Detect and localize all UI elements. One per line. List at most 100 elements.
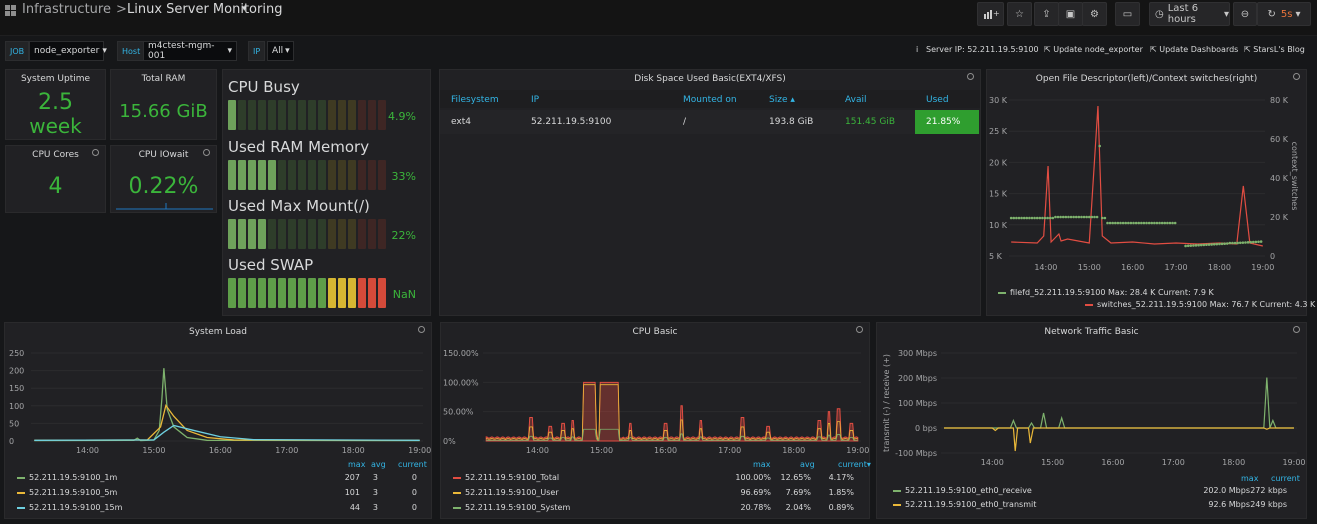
external-link-icon: ⇱ [1044,45,1054,54]
fd-x-tick: 17:00 [1165,263,1188,272]
fd-legend-filefd[interactable]: filefd_52.211.19.5:9100 Max: 28.4 K Curr… [998,288,1214,297]
legend-series[interactable]: 52.211.19.5:9100_System [453,503,570,512]
settings-button[interactable]: ⚙ [1082,2,1107,26]
col-filesystem[interactable]: Filesystem [451,95,499,105]
var-job-select[interactable]: node_exporter ▾ [29,41,107,61]
filefd-point [1041,216,1044,220]
col-used[interactable]: Used [926,95,949,105]
filefd-point [1072,215,1075,219]
gear-icon[interactable] [203,149,210,156]
gauge-cell [318,100,326,130]
legend-header[interactable]: current [398,460,427,469]
view-mode-button[interactable]: ▭ [1115,2,1140,26]
gauge-cell [278,160,286,190]
time-range-picker[interactable]: ◷ Last 6 hours ▾ [1149,2,1230,26]
breadcrumb-folder[interactable]: Infrastructure [22,2,111,17]
gear-icon[interactable] [856,326,863,333]
gauge-cell [348,160,356,190]
gear-icon[interactable] [418,326,425,333]
legend-series[interactable]: 52.211.19.5:9100_eth0_transmit [893,500,1036,509]
dashboard-title[interactable]: Linux Server Monitoring [127,2,283,17]
gauge-cell [258,219,266,249]
net-y-axis-label: transmit (-) / receive (+) [882,354,891,452]
cpu-total-series [485,381,859,442]
net-x-tick: 16:00 [1101,458,1124,467]
cpu-x-tick: 19:00 [846,446,869,455]
legend-series-name: 52.211.19.5:9100_Total [465,473,560,482]
col-size[interactable]: Size ▴ [769,95,795,105]
col-mounted-on[interactable]: Mounted on [683,95,737,105]
blog-link[interactable]: ⇱ StarsL's Blog [1244,45,1305,54]
filefd-point [1202,243,1206,247]
legend-header[interactable]: avg [800,460,815,469]
net-x-tick: 17:00 [1162,458,1185,467]
gauge-value: 4.9% [388,110,416,123]
update-exporter-link[interactable]: ⇱ Update node_exporter [1044,45,1143,54]
dashboard-caret-icon[interactable]: ▾ [242,4,247,14]
legend-header[interactable]: current▾ [838,460,871,469]
gauge-cell [368,278,376,308]
filefd-point [1132,221,1135,225]
load-1m-line [34,368,420,442]
net-x-tick: 14:00 [981,458,1004,467]
star-button[interactable]: ☆ [1007,2,1032,26]
fd-y2-tick: 60 K [1270,135,1289,144]
update-exporter-label: Update node_exporter [1053,45,1143,54]
apps-grid-icon[interactable] [5,5,16,16]
legend-header[interactable]: max [348,460,366,469]
gear-icon[interactable] [1293,73,1300,80]
legend-series[interactable]: 52.211.19.5:9100_15m [17,503,122,512]
gear-icon[interactable] [1293,326,1300,333]
legend-header[interactable]: current [1271,474,1300,483]
legend-series-name: 52.211.19.5:9100_System [465,503,571,512]
load-y-tick: 200 [9,367,24,376]
filefd-point [1121,221,1125,225]
var-host-value: m4ctest-mgm-001 [148,41,215,61]
filefd-point [1054,215,1057,219]
fd-y-tick: 15 K [989,190,1008,199]
filefd-point [1153,221,1156,225]
legend-header[interactable]: max [1241,474,1259,483]
gauge-cell [318,278,326,308]
gauge-cell [328,160,336,190]
gauge-cell [358,278,366,308]
var-ip-select[interactable]: All ▾ [267,41,294,61]
legend-series[interactable]: 52.211.19.5:9100_eth0_receive [893,486,1032,495]
filefd-point [1028,216,1031,220]
legend-series-name: 52.211.19.5:9100_5m [29,488,118,497]
cpu-x-tick: 14:00 [526,446,549,455]
filefd-point [1163,221,1167,225]
bar-chart-add-icon: + [983,9,999,19]
refresh-picker[interactable]: ↻ 5s ▾ [1257,2,1311,26]
gauge-cell [348,100,356,130]
col-ip[interactable]: IP [531,95,540,105]
update-dashboards-link[interactable]: ⇱ Update Dashboards [1150,45,1238,54]
chevron-down-icon: ▾ [102,46,107,56]
legend-header[interactable]: max [753,460,771,469]
gear-icon[interactable] [967,73,974,80]
legend-swatch [453,491,461,494]
save-button[interactable]: ▣ [1058,2,1083,26]
legend-header[interactable]: avg [371,460,386,469]
legend-series[interactable]: 52.211.19.5:9100_1m [17,473,117,482]
gauge-cell [318,219,326,249]
net-y-tick: 100 Mbps [898,399,937,408]
zoom-out-button[interactable]: ⊖ [1233,2,1257,26]
filefd-point [1168,221,1172,225]
filefd-point [1067,215,1070,219]
col-avail[interactable]: Avail [845,95,867,105]
var-host-select[interactable]: m4ctest-mgm-001 ▾ [143,41,237,61]
fd-legend-switches[interactable]: switches_52.211.19.5:9100 Max: 76.7 K Cu… [1085,300,1315,309]
add-panel-button[interactable]: + [977,2,1004,26]
gauge-cell [358,100,366,130]
filefd-point [1233,241,1237,245]
filefd-point [1111,221,1115,225]
gear-icon[interactable] [92,149,99,156]
gauge-cell [238,219,246,249]
share-button[interactable]: ⇪ [1034,2,1059,26]
legend-series[interactable]: 52.211.19.5:9100_User [453,488,559,497]
filefd-point [1090,215,1094,219]
gauge-cell [308,278,316,308]
legend-series[interactable]: 52.211.19.5:9100_Total [453,473,559,482]
legend-series[interactable]: 52.211.19.5:9100_5m [17,488,117,497]
